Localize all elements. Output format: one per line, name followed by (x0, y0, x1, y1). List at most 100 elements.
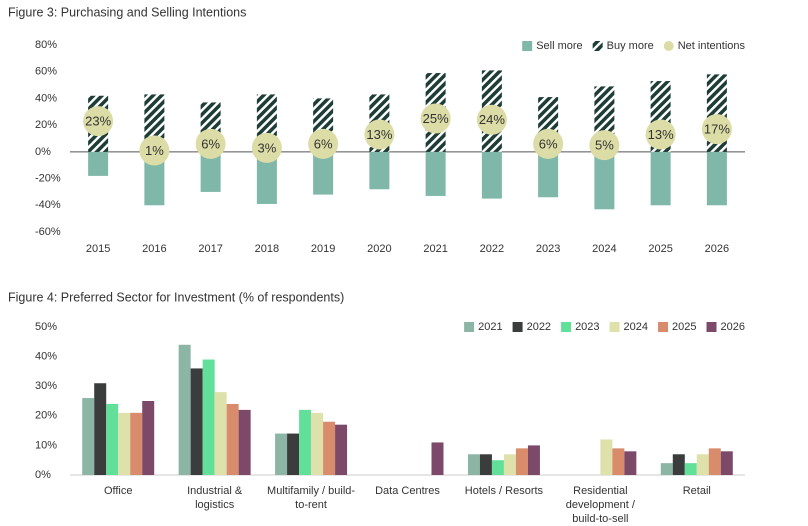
bar (144, 151, 165, 206)
bar (503, 454, 516, 475)
net-marker (139, 135, 170, 166)
legend-label: 2023 (575, 321, 599, 333)
data-label: 13% (366, 127, 392, 142)
bar (650, 151, 671, 206)
y-tick-label: 40% (35, 351, 57, 363)
legend-label: Sell more (536, 40, 582, 52)
x-tick-label: 2021 (423, 243, 447, 255)
bar (624, 451, 637, 475)
bar (696, 454, 709, 475)
bar (190, 368, 203, 475)
legend-label: Net intentions (678, 40, 746, 52)
x-tick-label: Retail (682, 485, 711, 497)
data-label: 25% (423, 111, 449, 126)
bar (720, 451, 733, 475)
bar (200, 151, 221, 192)
x-tick-label: 2019 (311, 243, 335, 255)
bar (515, 448, 528, 475)
bar (369, 151, 390, 190)
bar (672, 454, 685, 475)
net-marker (420, 103, 451, 134)
bar (684, 463, 697, 475)
bar (142, 401, 155, 475)
legend-swatch (663, 41, 674, 51)
legend-label: 2024 (624, 321, 648, 333)
y-tick-label: 30% (35, 380, 57, 392)
bar (299, 409, 312, 475)
y-tick-label: -40% (35, 199, 61, 211)
x-tick-label: 2023 (536, 243, 560, 255)
bar (287, 433, 300, 475)
bar (467, 454, 480, 475)
net-marker (701, 114, 732, 145)
bar (323, 421, 336, 475)
bar (538, 151, 559, 198)
bar (226, 403, 239, 475)
bar (311, 412, 324, 475)
x-tick-label: 2024 (592, 243, 616, 255)
x-tick-label: 2025 (648, 243, 672, 255)
y-tick-label: 20% (35, 119, 57, 131)
bar (238, 409, 251, 475)
net-marker (195, 128, 226, 159)
bar (214, 392, 227, 475)
bar (313, 151, 334, 195)
bar (202, 359, 215, 475)
data-label: 1% (145, 143, 164, 158)
legend-swatch (522, 41, 533, 51)
y-tick-label: 50% (35, 321, 57, 333)
bar (594, 151, 615, 210)
data-label: 3% (257, 140, 276, 155)
net-marker (645, 119, 676, 150)
y-tick-label: 0% (35, 146, 51, 158)
x-tick-label: Data Centres (375, 485, 440, 497)
x-tick-label: Multifamily / build-to-rent (267, 485, 356, 511)
bar (660, 463, 673, 475)
bar (431, 442, 444, 475)
x-tick-label: 2020 (367, 243, 391, 255)
x-tick-label: Residential development / build-to-sell (565, 485, 635, 525)
legend-swatch (658, 322, 669, 332)
legend-swatch (561, 322, 572, 332)
x-tick-label: 2015 (86, 243, 110, 255)
legend-swatch (706, 322, 717, 332)
bar (118, 412, 131, 475)
bar (94, 383, 107, 475)
data-label: 13% (648, 127, 674, 142)
bar (335, 424, 348, 475)
legend-label: 2025 (672, 321, 696, 333)
x-tick-label: 2017 (198, 243, 222, 255)
net-marker (308, 128, 339, 159)
bar (706, 151, 727, 206)
bar (178, 344, 191, 475)
bar (481, 151, 502, 199)
x-tick-label: Office (103, 485, 133, 497)
data-label: 6% (539, 136, 558, 151)
net-marker (476, 104, 507, 135)
x-tick-label: 2022 (480, 243, 504, 255)
bar (527, 445, 540, 475)
y-tick-label: 40% (35, 92, 57, 104)
y-tick-label: -20% (35, 172, 61, 184)
legend-swatch (609, 322, 620, 332)
net-marker (83, 106, 114, 137)
data-label: 23% (85, 114, 111, 129)
net-marker (364, 119, 395, 150)
bar (82, 398, 95, 475)
x-tick-label: Industrial & logistics (187, 485, 243, 511)
y-tick-label: 80% (35, 39, 57, 51)
chart-title: Figure 4: Preferred Sector for Investmen… (8, 290, 344, 304)
bar (275, 433, 288, 475)
y-tick-label: 0% (35, 469, 51, 481)
net-marker (533, 128, 564, 159)
x-tick-label: 2018 (255, 243, 279, 255)
legend-swatch (592, 41, 603, 51)
x-tick-label: 2026 (705, 243, 729, 255)
bar (612, 448, 625, 475)
net-marker (251, 132, 282, 163)
bar (106, 403, 119, 475)
legend-label: 2026 (721, 321, 745, 333)
legend-swatch (512, 322, 523, 332)
